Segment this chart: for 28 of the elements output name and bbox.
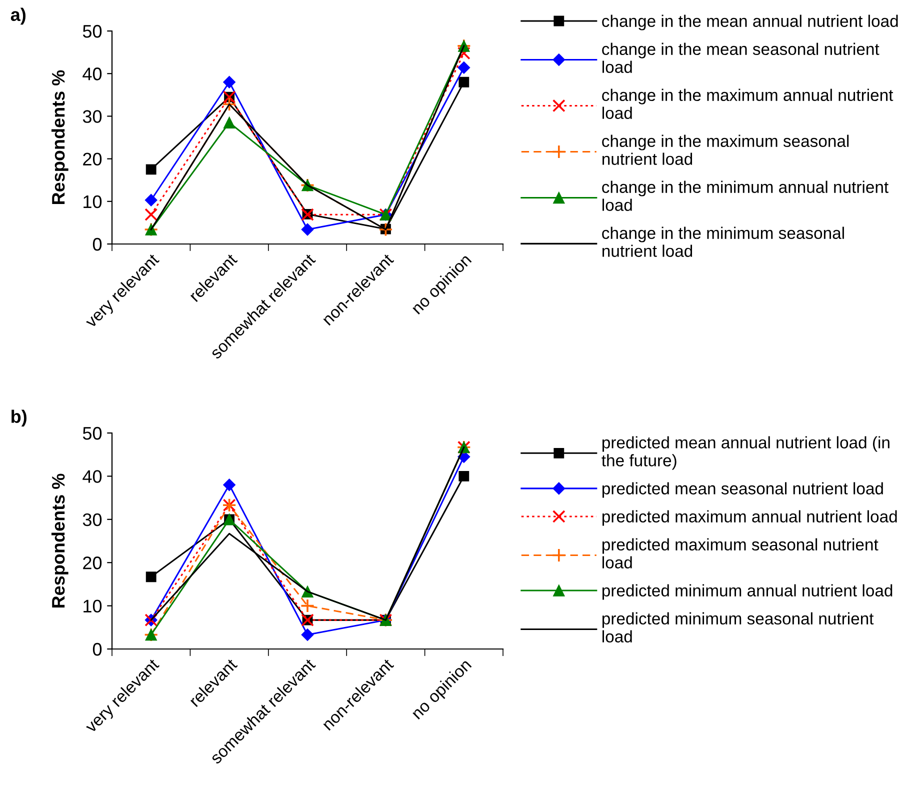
y-tick-label: 30 <box>82 513 102 526</box>
y-tick-label: 10 <box>84 600 102 613</box>
y-tick-label: 0 <box>92 238 102 251</box>
legend-label: change in the minimum seasonal nutrient load <box>602 226 844 257</box>
y-tick-label: 20 <box>83 152 102 166</box>
chart-title: a) <box>10 8 26 25</box>
legend-label: change in the mean annual nutrient load <box>602 14 898 30</box>
legend-label: predicted mean annual nutrient load (in the future) <box>602 436 890 470</box>
y-tick-label: 40 <box>82 470 102 483</box>
chart-title: b) <box>12 410 26 427</box>
y-tick-label: 40 <box>82 68 102 80</box>
legend-label: predicted maximum seasonal nutrient load <box>602 538 878 568</box>
legend-label: change in the mean seasonal nutrient load <box>602 42 880 73</box>
legend-label: change in the minimum annual nutrient load <box>602 180 888 211</box>
y-axis-title: Respondents % <box>51 474 68 608</box>
legend-label: predicted mean seasonal nutrient load <box>602 482 883 498</box>
y-tick-label: 50 <box>82 24 102 38</box>
legend-label: change in the maximum seasonal nutrient load <box>602 134 849 165</box>
legend-label: predicted minimum seasonal nutrient load <box>602 612 874 642</box>
legend-label: change in the maximum annual nutrient load <box>602 88 894 119</box>
y-tick-label: 30 <box>82 110 102 123</box>
y-tick-label: 50 <box>82 426 102 440</box>
y-tick-label: 0 <box>92 642 102 656</box>
y-tick-label: 20 <box>83 556 102 570</box>
y-axis-title: Respondents % <box>51 70 68 204</box>
legend-label: predicted maximum annual nutrient load <box>602 510 897 526</box>
legend-label: predicted minimum annual nutrient load <box>602 584 892 600</box>
y-tick-label: 10 <box>84 195 102 208</box>
